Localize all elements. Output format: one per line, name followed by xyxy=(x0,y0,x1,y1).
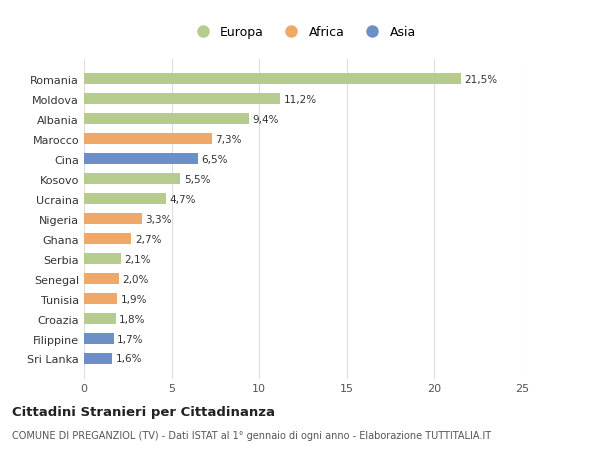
Text: 2,7%: 2,7% xyxy=(135,234,161,244)
Text: 1,7%: 1,7% xyxy=(117,334,144,344)
Bar xyxy=(84,114,248,125)
Text: 5,5%: 5,5% xyxy=(184,174,211,185)
Bar xyxy=(84,74,461,85)
Bar xyxy=(84,154,198,165)
Bar xyxy=(84,174,181,185)
Text: 1,9%: 1,9% xyxy=(121,294,147,304)
Text: 1,8%: 1,8% xyxy=(119,314,146,324)
Text: 1,6%: 1,6% xyxy=(116,354,142,364)
Text: 6,5%: 6,5% xyxy=(202,154,228,164)
Bar xyxy=(84,274,119,285)
Bar xyxy=(84,253,121,264)
Text: 2,0%: 2,0% xyxy=(122,274,149,284)
Bar xyxy=(84,134,212,145)
Text: 21,5%: 21,5% xyxy=(464,75,497,84)
Text: 3,3%: 3,3% xyxy=(145,214,172,224)
Text: 9,4%: 9,4% xyxy=(252,115,278,124)
Bar xyxy=(84,353,112,364)
Bar xyxy=(84,234,131,245)
Bar xyxy=(84,214,142,224)
Text: COMUNE DI PREGANZIOL (TV) - Dati ISTAT al 1° gennaio di ogni anno - Elaborazione: COMUNE DI PREGANZIOL (TV) - Dati ISTAT a… xyxy=(12,431,491,440)
Text: 7,3%: 7,3% xyxy=(215,134,242,145)
Text: 2,1%: 2,1% xyxy=(124,254,151,264)
Text: 4,7%: 4,7% xyxy=(170,194,196,204)
Bar xyxy=(84,333,114,344)
Bar xyxy=(84,194,166,205)
Text: Cittadini Stranieri per Cittadinanza: Cittadini Stranieri per Cittadinanza xyxy=(12,405,275,419)
Bar xyxy=(84,313,116,325)
Text: 11,2%: 11,2% xyxy=(284,95,317,105)
Bar xyxy=(84,94,280,105)
Legend: Europa, Africa, Asia: Europa, Africa, Asia xyxy=(185,21,421,44)
Bar xyxy=(84,293,117,304)
